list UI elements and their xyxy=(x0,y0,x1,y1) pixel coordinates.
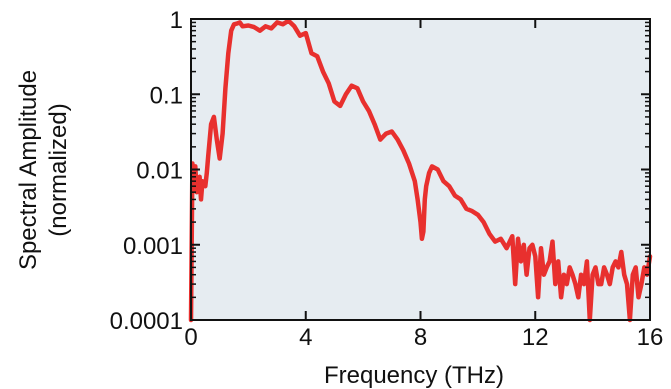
y-tick-label: 0.0001 xyxy=(110,308,183,335)
y-axis-title-line-2: (normalized) xyxy=(45,103,72,236)
x-tick-label: 8 xyxy=(414,324,427,351)
spectrum-series-line xyxy=(188,18,653,323)
y-tick-label: 0.1 xyxy=(150,82,183,109)
y-axis-title-line-1: Spectral Amplitude xyxy=(15,70,42,270)
x-tick-label: 0 xyxy=(184,324,197,351)
y-tick-label: 0.001 xyxy=(123,233,183,260)
x-tick-label: 4 xyxy=(299,324,312,351)
y-tick-label: 0.01 xyxy=(136,158,183,185)
x-tick-label: 16 xyxy=(637,324,664,351)
x-axis-title: Frequency (THz) xyxy=(324,362,504,389)
y-tick-label: 1 xyxy=(170,7,183,34)
plot-area-background xyxy=(191,19,650,320)
x-tick-label: 12 xyxy=(522,324,549,351)
